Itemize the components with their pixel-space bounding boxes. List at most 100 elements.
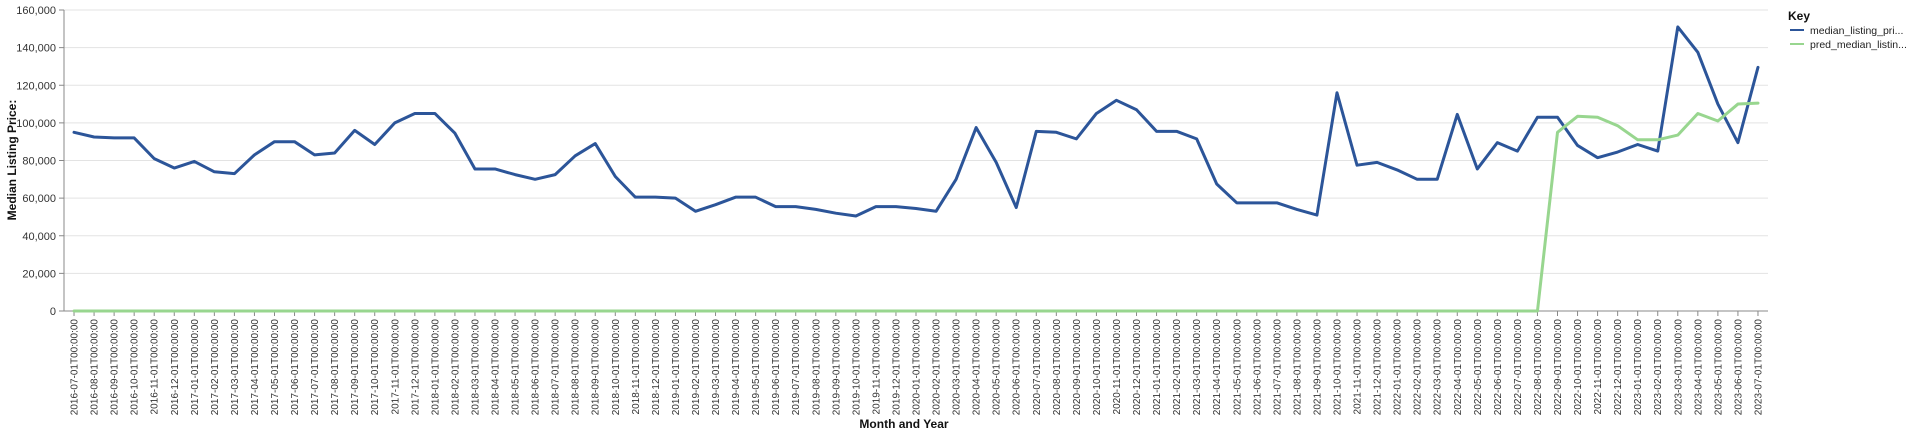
x-tick-label: 2022-10-01T00:00:00 <box>1573 319 1584 416</box>
x-tick-label: 2016-09-01T00:00:00 <box>110 319 121 416</box>
x-tick-label: 2019-11-01T00:00:00 <box>871 319 882 415</box>
y-tick-label: 140,000 <box>16 43 56 55</box>
x-tick-label: 2019-07-01T00:00:00 <box>791 319 802 416</box>
x-tick-label: 2018-07-01T00:00:00 <box>551 319 562 416</box>
x-tick-label: 2022-07-01T00:00:00 <box>1513 319 1524 416</box>
x-tick-label: 2021-05-01T00:00:00 <box>1232 319 1243 416</box>
x-tick-label: 2018-01-01T00:00:00 <box>430 319 441 416</box>
x-tick-label: 2019-08-01T00:00:00 <box>811 319 822 416</box>
x-tick-label: 2018-04-01T00:00:00 <box>491 319 502 416</box>
x-tick-label: 2019-12-01T00:00:00 <box>891 319 902 416</box>
x-tick-label: 2017-09-01T00:00:00 <box>350 319 361 416</box>
x-tick-label: 2023-06-01T00:00:00 <box>1733 319 1744 416</box>
x-tick-label: 2023-07-01T00:00:00 <box>1753 319 1764 416</box>
x-tick-label: 2022-05-01T00:00:00 <box>1473 319 1484 416</box>
x-tick-label: 2017-01-01T00:00:00 <box>190 319 201 416</box>
x-tick-label: 2017-04-01T00:00:00 <box>250 319 261 416</box>
x-tick-label: 2021-04-01T00:00:00 <box>1212 319 1223 416</box>
x-tick-label: 2016-12-01T00:00:00 <box>170 319 181 416</box>
x-tick-label: 2016-10-01T00:00:00 <box>130 319 141 416</box>
series-line <box>72 101 1760 313</box>
series-lines <box>72 25 1760 313</box>
x-tick-label: 2018-03-01T00:00:00 <box>470 319 481 416</box>
x-tick-label: 2019-02-01T00:00:00 <box>691 319 702 416</box>
x-tick-label: 2019-04-01T00:00:00 <box>731 319 742 416</box>
x-tick-label: 2023-04-01T00:00:00 <box>1693 319 1704 416</box>
x-tick-label: 2022-11-01T00:00:00 <box>1593 319 1604 415</box>
x-tick-label: 2017-07-01T00:00:00 <box>310 319 321 416</box>
y-tick-label: 0 <box>50 306 56 318</box>
x-tick-label: 2023-01-01T00:00:00 <box>1633 319 1644 416</box>
x-tick-label: 2021-02-01T00:00:00 <box>1172 319 1183 416</box>
x-tick-label: 2019-05-01T00:00:00 <box>751 319 762 416</box>
y-tick-label: 120,000 <box>16 80 56 92</box>
x-tick-label: 2023-02-01T00:00:00 <box>1653 319 1664 416</box>
x-tick-label: 2016-08-01T00:00:00 <box>90 319 101 416</box>
y-tick-label: 160,000 <box>16 5 56 17</box>
x-tick-label: 2021-01-01T00:00:00 <box>1152 319 1163 416</box>
x-tick-label: 2022-09-01T00:00:00 <box>1553 319 1564 416</box>
legend-title: Key <box>1788 9 1810 23</box>
x-tick-label: 2020-11-01T00:00:00 <box>1112 319 1123 415</box>
x-tick-label: 2023-03-01T00:00:00 <box>1673 319 1684 416</box>
x-tick-label: 2018-09-01T00:00:00 <box>591 319 602 416</box>
x-tick-label: 2019-03-01T00:00:00 <box>711 319 722 416</box>
x-tick-label: 2020-06-01T00:00:00 <box>1012 319 1023 416</box>
x-axis: 2016-07-01T00:00:00 2016-08-01T00:00:00 20… <box>64 310 1768 416</box>
x-tick-label: 2022-01-01T00:00:00 <box>1393 319 1404 416</box>
x-tick-label: 2021-12-01T00:00:00 <box>1373 319 1384 416</box>
series-line <box>72 25 1760 218</box>
legend: Key median_listing_pri... pred_median_lis… <box>1788 9 1907 51</box>
x-tick-label: 2018-05-01T00:00:00 <box>511 319 522 416</box>
x-tick-label: 2021-10-01T00:00:00 <box>1332 319 1343 416</box>
gridlines <box>64 9 1768 312</box>
x-tick-label: 2017-05-01T00:00:00 <box>270 319 281 416</box>
x-tick-label: 2018-12-01T00:00:00 <box>651 319 662 416</box>
x-tick-label: 2019-06-01T00:00:00 <box>771 319 782 416</box>
y-tick-label: 80,000 <box>22 156 56 168</box>
y-tick-label: 60,000 <box>22 193 56 205</box>
x-tick-label: 2017-03-01T00:00:00 <box>230 319 241 416</box>
x-tick-label: 2021-07-01T00:00:00 <box>1272 319 1283 416</box>
x-tick-label: 2017-08-01T00:00:00 <box>330 319 341 416</box>
x-tick-label: 2021-08-01T00:00:00 <box>1292 319 1303 416</box>
x-tick-label: 2017-06-01T00:00:00 <box>290 319 301 416</box>
x-tick-label: 2020-09-01T00:00:00 <box>1072 319 1083 416</box>
x-tick-label: 2017-10-01T00:00:00 <box>370 319 381 416</box>
x-tick-label: 2022-08-01T00:00:00 <box>1533 319 1544 416</box>
x-tick-label: 2020-03-01T00:00:00 <box>952 319 963 416</box>
x-tick-label: 2018-06-01T00:00:00 <box>531 319 542 416</box>
x-tick-label: 2021-11-01T00:00:00 <box>1353 319 1364 415</box>
x-tick-label: 2020-07-01T00:00:00 <box>1032 319 1043 416</box>
x-tick-label: 2020-01-01T00:00:00 <box>912 319 923 416</box>
x-tick-label: 2022-04-01T00:00:00 <box>1453 319 1464 416</box>
x-tick-label: 2019-10-01T00:00:00 <box>851 319 862 416</box>
x-tick-label: 2016-11-01T00:00:00 <box>150 319 161 415</box>
x-tick-label: 2018-10-01T00:00:00 <box>611 319 622 416</box>
x-tick-label: 2020-10-01T00:00:00 <box>1092 319 1103 416</box>
x-tick-label: 2017-12-01T00:00:00 <box>410 319 421 416</box>
y-tick-label: 40,000 <box>22 231 56 243</box>
x-tick-label: 2019-01-01T00:00:00 <box>671 319 682 416</box>
x-tick-label: 2020-05-01T00:00:00 <box>992 319 1003 416</box>
x-tick-label: 2020-12-01T00:00:00 <box>1132 319 1143 416</box>
legend-label: pred_median_listin... <box>1810 39 1907 51</box>
x-tick-label: 2020-02-01T00:00:00 <box>932 319 943 416</box>
x-tick-label: 2018-08-01T00:00:00 <box>571 319 582 416</box>
x-tick-label: 2020-08-01T00:00:00 <box>1052 319 1063 416</box>
x-tick-label: 2017-11-01T00:00:00 <box>390 319 401 415</box>
x-tick-label: 2021-06-01T00:00:00 <box>1252 319 1263 416</box>
x-tick-label: 2019-09-01T00:00:00 <box>831 319 842 416</box>
y-axis-title: Median Listing Price: <box>5 100 19 221</box>
y-tick-label: 100,000 <box>16 118 56 130</box>
x-tick-label: 2017-02-01T00:00:00 <box>210 319 221 416</box>
x-tick-label: 2016-07-01T00:00:00 <box>70 319 81 416</box>
x-tick-label: 2022-03-01T00:00:00 <box>1433 319 1444 416</box>
x-tick-label: 2018-02-01T00:00:00 <box>450 319 461 416</box>
x-tick-label: 2022-12-01T00:00:00 <box>1613 319 1624 416</box>
x-axis-title: Month and Year <box>859 417 948 431</box>
y-axis: 0 20,000 40,000 60,000 80,000 100,000 120,000 1… <box>16 5 65 318</box>
x-tick-label: 2021-03-01T00:00:00 <box>1192 319 1203 416</box>
x-tick-label: 2022-06-01T00:00:00 <box>1493 319 1504 416</box>
